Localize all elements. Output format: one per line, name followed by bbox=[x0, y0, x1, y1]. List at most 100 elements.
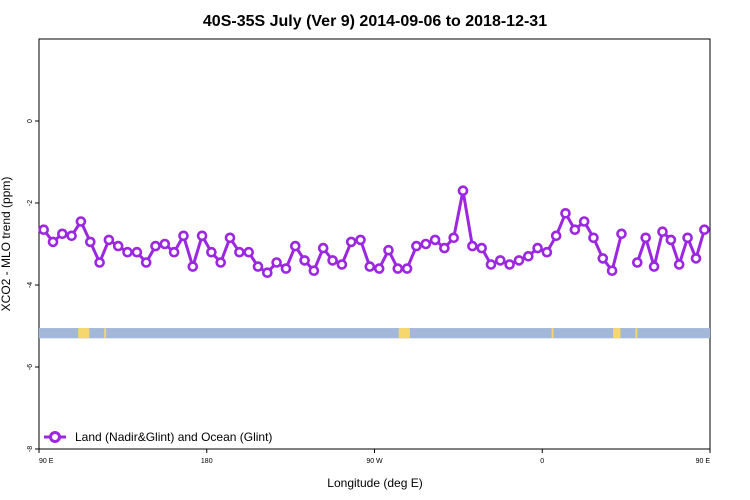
data-point bbox=[355, 234, 366, 246]
data-point bbox=[150, 240, 161, 252]
x-tick-label: 0 bbox=[540, 458, 544, 465]
land-patch bbox=[551, 328, 554, 339]
data-point bbox=[485, 259, 497, 270]
data-point bbox=[159, 238, 171, 250]
data-point bbox=[457, 185, 469, 196]
data-point bbox=[401, 263, 413, 274]
data-point bbox=[94, 257, 105, 268]
data-point bbox=[411, 240, 422, 252]
data-point bbox=[317, 242, 329, 254]
data-point bbox=[648, 261, 660, 272]
data-point bbox=[569, 224, 581, 235]
data-point bbox=[234, 246, 245, 258]
data-point bbox=[541, 246, 553, 258]
data-point bbox=[215, 257, 226, 268]
legend-label: Land (Nadir&Glint) and Ocean (Glint) bbox=[75, 430, 272, 444]
data-point bbox=[187, 261, 199, 272]
y-axis-label: XCO2 - MLO trend (ppm) bbox=[0, 177, 13, 312]
data-point bbox=[699, 224, 710, 235]
data-point bbox=[168, 246, 180, 258]
data-point bbox=[178, 230, 189, 242]
data-point bbox=[206, 246, 217, 258]
data-point bbox=[252, 261, 264, 272]
data-point bbox=[75, 216, 87, 227]
data-point bbox=[373, 263, 385, 274]
data-point bbox=[289, 240, 301, 252]
data-point bbox=[439, 242, 450, 254]
data-point bbox=[271, 257, 282, 268]
data-point bbox=[327, 255, 338, 266]
series-layer bbox=[38, 185, 710, 279]
data-point bbox=[494, 255, 506, 266]
data-point bbox=[224, 232, 236, 244]
land-patch bbox=[635, 328, 638, 339]
data-point bbox=[673, 259, 685, 270]
data-point bbox=[420, 238, 432, 250]
data-point bbox=[560, 208, 571, 219]
chart-title: 40S-35S July (Ver 9) 2014-09-06 to 2018-… bbox=[203, 13, 547, 30]
data-point bbox=[308, 265, 320, 277]
y-tick-label: -2 bbox=[27, 200, 34, 206]
data-point bbox=[640, 232, 652, 244]
data-point bbox=[299, 255, 310, 266]
data-point bbox=[140, 257, 152, 268]
land-patch bbox=[78, 328, 90, 339]
data-point bbox=[122, 246, 133, 258]
data-point bbox=[112, 240, 124, 252]
land-patch bbox=[104, 328, 107, 339]
plot-area bbox=[38, 38, 711, 450]
data-point bbox=[47, 236, 59, 248]
data-point bbox=[429, 234, 441, 246]
land-patch bbox=[398, 328, 410, 339]
data-point bbox=[513, 255, 525, 266]
data-point bbox=[336, 259, 348, 270]
data-point bbox=[578, 216, 590, 227]
data-point bbox=[196, 230, 208, 242]
data-point bbox=[243, 246, 254, 258]
data-point bbox=[345, 236, 357, 248]
data-point bbox=[467, 240, 478, 252]
x-tick-label: 90 E bbox=[39, 458, 54, 465]
data-point bbox=[448, 232, 460, 244]
data-point bbox=[131, 246, 143, 258]
data-point bbox=[38, 224, 50, 235]
data-point bbox=[657, 226, 668, 237]
data-point bbox=[364, 261, 376, 272]
data-point bbox=[392, 263, 404, 274]
y-tick-label: -6 bbox=[27, 364, 34, 370]
x-axis-label: Longitude (deg E) bbox=[327, 476, 422, 490]
data-point bbox=[606, 265, 618, 277]
y-tick-label: 0 bbox=[27, 119, 34, 123]
x-tick-label: 90 E bbox=[696, 458, 711, 465]
y-axis: 0 -2 -4 -6 -8 bbox=[27, 119, 39, 452]
data-point bbox=[476, 242, 488, 254]
data-point bbox=[597, 253, 609, 264]
land-ocean-bar bbox=[39, 328, 710, 339]
data-point bbox=[550, 230, 562, 242]
data-point bbox=[532, 242, 543, 254]
y-tick-label: -8 bbox=[27, 446, 34, 452]
land-patch bbox=[613, 328, 621, 339]
data-point bbox=[85, 236, 96, 248]
data-point bbox=[616, 228, 627, 240]
x-tick-label: 180 bbox=[201, 458, 213, 465]
data-point bbox=[261, 267, 273, 279]
data-point bbox=[690, 253, 702, 264]
data-point bbox=[103, 234, 115, 246]
data-point bbox=[588, 232, 599, 244]
data-point bbox=[665, 234, 677, 246]
data-point bbox=[631, 257, 643, 268]
data-point bbox=[56, 228, 68, 240]
data-point bbox=[504, 259, 515, 270]
x-tick-label: 90 W bbox=[366, 458, 383, 465]
legend-marker-swatch bbox=[49, 431, 61, 443]
data-point bbox=[682, 232, 693, 244]
data-point bbox=[280, 263, 292, 274]
ocean-band bbox=[39, 328, 710, 339]
x-axis: 90 E 180 90 W 0 90 E bbox=[38, 449, 711, 465]
data-point bbox=[66, 230, 77, 242]
data-point bbox=[383, 244, 394, 256]
data-point bbox=[522, 250, 534, 262]
legend: Land (Nadir&Glint) and Ocean (Glint) bbox=[44, 430, 272, 444]
